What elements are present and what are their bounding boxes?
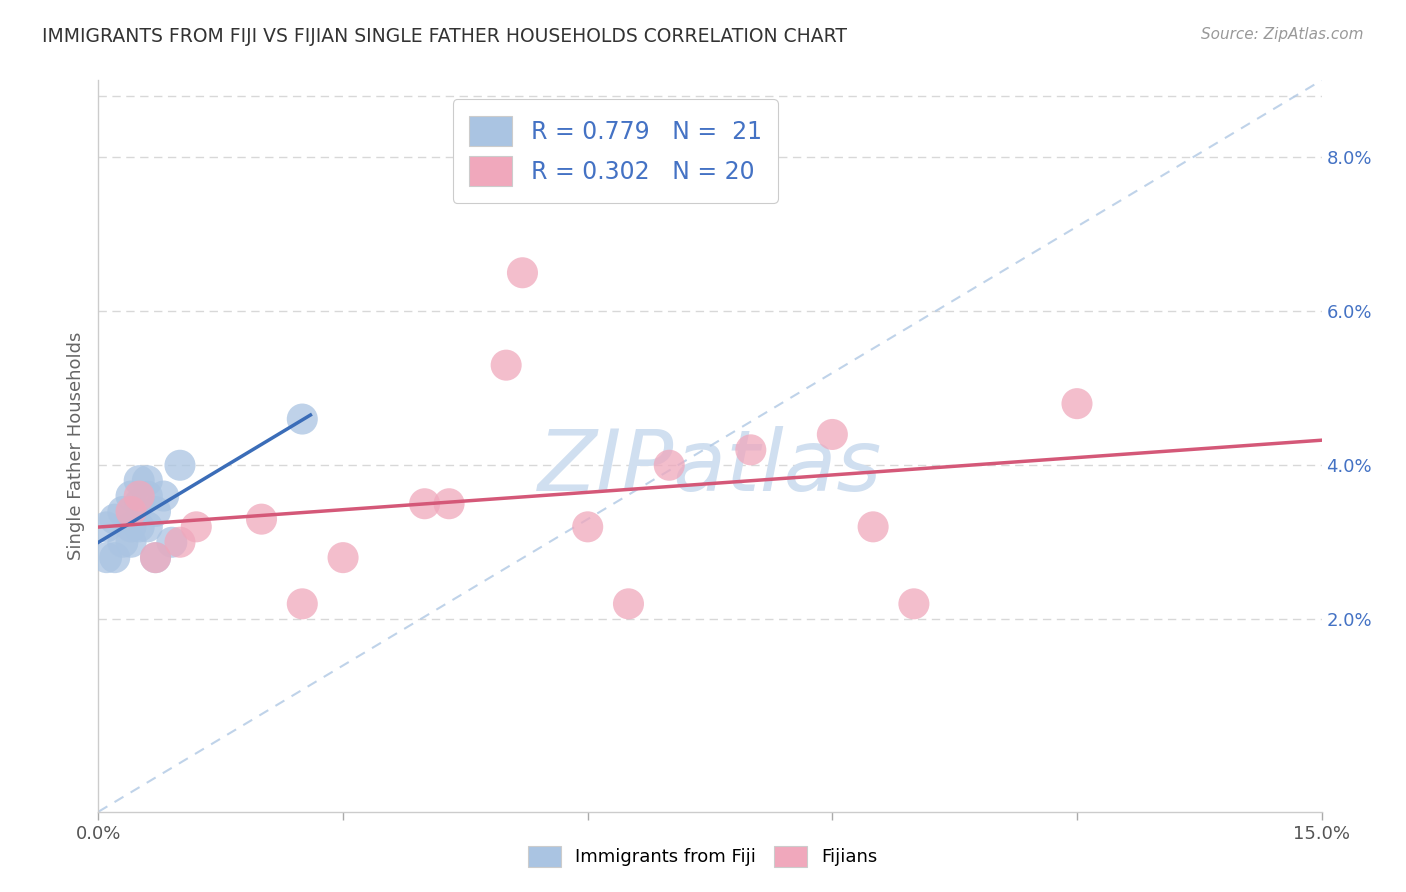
Point [740, 442, 762, 457]
Point [576, 520, 599, 534]
Legend: Immigrants from Fiji, Fijians: Immigrants from Fiji, Fijians [522, 838, 884, 874]
Point [437, 497, 460, 511]
Text: IMMIGRANTS FROM FIJI VS FIJIAN SINGLE FATHER HOUSEHOLDS CORRELATION CHART: IMMIGRANTS FROM FIJI VS FIJIAN SINGLE FA… [42, 27, 848, 45]
Point [250, 512, 273, 526]
Point [96, 550, 118, 565]
Point [903, 597, 925, 611]
Point [169, 458, 191, 473]
Legend: R = 0.779   N =  21, R = 0.302   N = 20: R = 0.779 N = 21, R = 0.302 N = 20 [453, 99, 778, 202]
Point [186, 520, 208, 534]
Point [120, 535, 142, 549]
Point [291, 412, 314, 426]
Point [821, 427, 844, 442]
Point [413, 497, 436, 511]
Point [495, 358, 517, 372]
Point [120, 520, 142, 534]
Point [658, 458, 681, 473]
Point [1066, 397, 1088, 411]
Point [136, 489, 159, 503]
Point [136, 474, 159, 488]
Point [617, 597, 640, 611]
Point [152, 489, 174, 503]
Point [136, 520, 159, 534]
Point [169, 535, 191, 549]
Point [291, 597, 314, 611]
Point [128, 497, 150, 511]
Point [128, 474, 150, 488]
Y-axis label: Single Father Households: Single Father Households [66, 332, 84, 560]
Point [104, 512, 127, 526]
Point [332, 550, 354, 565]
Point [145, 550, 167, 565]
Point [128, 520, 150, 534]
Point [512, 266, 534, 280]
Point [160, 535, 183, 549]
Point [128, 489, 150, 503]
Point [120, 504, 142, 518]
Point [111, 504, 134, 518]
Point [104, 550, 127, 565]
Point [111, 535, 134, 549]
Text: Source: ZipAtlas.com: Source: ZipAtlas.com [1201, 27, 1364, 42]
Point [96, 520, 118, 534]
Point [145, 504, 167, 518]
Point [145, 550, 167, 565]
Point [120, 489, 142, 503]
Point [862, 520, 884, 534]
Text: ZIPatlas: ZIPatlas [538, 426, 882, 509]
